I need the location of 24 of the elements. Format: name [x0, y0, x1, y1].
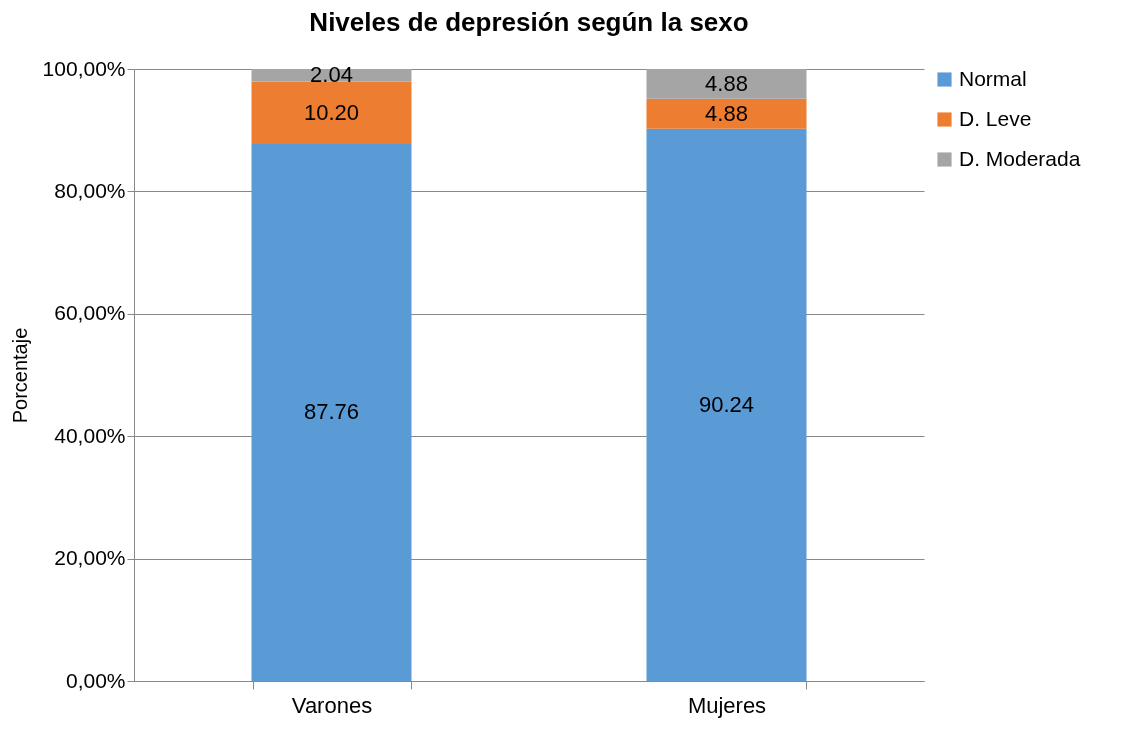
bar [646, 98, 807, 129]
legend-label: D. Moderada [959, 146, 1081, 170]
y-tick-label: 80,00% [54, 178, 126, 202]
y-axis-title: Porcentaje [8, 327, 31, 424]
y-tick-label: 40,00% [54, 423, 126, 447]
data-label: 4.88 [705, 100, 748, 126]
data-label: 2.04 [310, 62, 353, 88]
y-tick-label: 60,00% [54, 301, 126, 325]
data-label: 4.88 [705, 70, 748, 96]
bar [251, 81, 412, 144]
x-tick-label: Mujeres [687, 692, 767, 718]
bar [646, 69, 807, 99]
x-tick-label: Varones [291, 692, 373, 718]
chart-title: Niveles de depresión según la sexo [309, 7, 749, 37]
legend-label: Normal [959, 66, 1027, 90]
legend-label: D. Leve [959, 106, 1032, 130]
data-label: 87.76 [303, 399, 360, 425]
y-tick-label: 0,00% [65, 668, 126, 692]
y-tick-label: 100,00% [42, 56, 126, 80]
data-label: 90.24 [698, 391, 755, 417]
bar [251, 143, 412, 681]
data-label: 10.20 [303, 99, 360, 125]
bar [646, 128, 807, 681]
y-tick-label: 20,00% [54, 546, 126, 570]
